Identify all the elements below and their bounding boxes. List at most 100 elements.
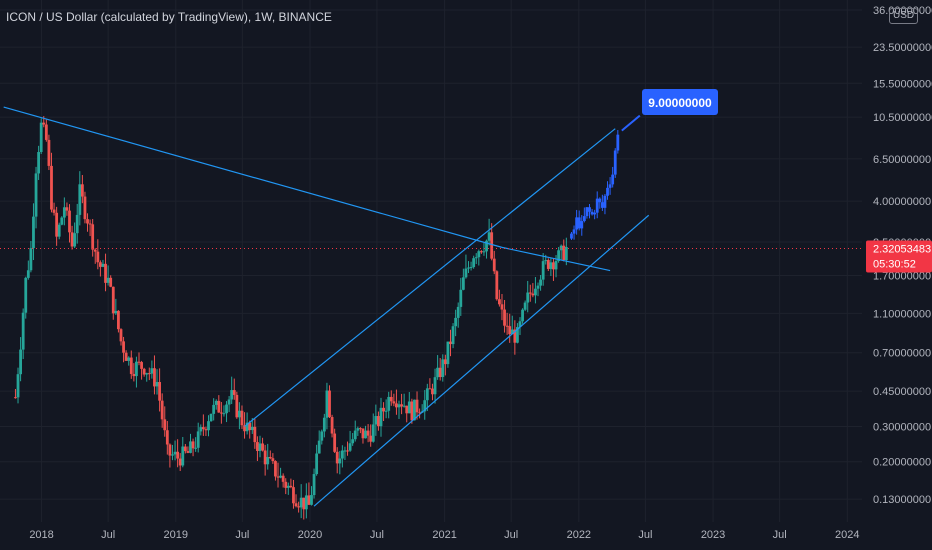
candle-body (328, 390, 331, 418)
candle (423, 390, 427, 420)
candle (297, 501, 301, 513)
candle (456, 302, 460, 328)
candle-body (590, 211, 594, 215)
candle-body (117, 310, 120, 330)
y-tick-label: 0.70000000 (873, 348, 931, 360)
candle (333, 428, 337, 453)
candle (477, 249, 481, 266)
y-axis[interactable]: 36.0000000023.5000000015.5000000010.5000… (862, 0, 932, 550)
candle (191, 438, 195, 457)
candle (132, 363, 136, 382)
x-tick-label: Jul (370, 529, 384, 541)
trendlines[interactable] (3, 106, 650, 507)
candle (402, 393, 406, 408)
candle (526, 280, 530, 313)
candle-body (315, 453, 319, 475)
candle (366, 424, 370, 443)
candle-body (39, 122, 43, 153)
candle-body (508, 326, 512, 335)
candle-body (271, 458, 275, 462)
candle (171, 444, 174, 461)
candle-body (158, 382, 162, 401)
candle (235, 391, 239, 419)
candle (80, 175, 84, 204)
candle-body (598, 198, 602, 203)
candle (142, 367, 146, 377)
trendline (501, 246, 611, 272)
x-tick-label: Jul (773, 529, 787, 541)
candle-body (317, 440, 321, 454)
candle-body (487, 232, 491, 241)
candle-body (521, 309, 524, 322)
projection-candle (611, 166, 615, 188)
candle (222, 405, 226, 417)
candle-body (135, 361, 138, 377)
candle (459, 277, 463, 316)
x-axis[interactable]: 2018 Jul 2019 Jul 2020 Jul 2021 Jul 2022 Jul 2023 J… (0, 522, 862, 550)
candle (52, 202, 56, 216)
candle-body (106, 277, 110, 283)
candle (451, 323, 455, 349)
candle (111, 286, 115, 320)
candle (464, 254, 468, 279)
y-tick-label: 0.13000000 (873, 494, 931, 506)
price-annotation[interactable]: 9.00000000 (621, 89, 718, 132)
candle-body (582, 216, 586, 222)
projection-candle (600, 194, 604, 211)
currency-badge[interactable]: USD (889, 8, 919, 24)
candle (189, 433, 192, 454)
candle (374, 404, 378, 436)
candle-body (171, 454, 174, 456)
candle-body (60, 217, 64, 225)
candle-body (114, 310, 118, 314)
candle (83, 191, 87, 224)
candle-body (225, 404, 228, 414)
candle-body (42, 122, 46, 125)
candle-body (479, 251, 483, 253)
candle (508, 313, 512, 343)
candle-body (366, 430, 370, 436)
candle-body (186, 451, 190, 453)
candle-body (358, 428, 362, 430)
projection-candle (580, 215, 584, 236)
candle-body (585, 207, 589, 217)
candle (281, 473, 285, 488)
candle-body (382, 407, 385, 412)
candle-body (142, 368, 146, 375)
y-tick-label: 4.00000000 (873, 196, 931, 208)
candle-body (402, 405, 406, 407)
candle (443, 354, 447, 376)
candle (279, 467, 282, 479)
candle (225, 401, 228, 423)
candle (289, 478, 293, 489)
candle-body (50, 165, 53, 210)
candle-body (34, 173, 38, 217)
candle (549, 258, 553, 277)
candle-body (119, 329, 123, 342)
candle (253, 418, 257, 449)
candle (410, 398, 414, 424)
candle-body (55, 212, 59, 237)
candle (258, 435, 262, 458)
candle-body (338, 458, 342, 464)
candle-body (253, 426, 257, 443)
candle (88, 219, 92, 237)
candle-body (580, 221, 584, 229)
candle-body (16, 374, 20, 398)
projection-candles (570, 130, 620, 240)
candle-body (449, 341, 452, 345)
candle (328, 385, 331, 418)
projection-candle (606, 181, 609, 200)
candle (304, 483, 308, 519)
candle (353, 420, 357, 442)
candle (351, 433, 355, 446)
candle-body (256, 442, 259, 451)
candle-body (145, 373, 149, 375)
candle (158, 368, 162, 412)
candle-body (418, 412, 421, 414)
x-tick-label: 2021 (432, 529, 456, 541)
candle (39, 118, 43, 155)
y-axis-background (862, 0, 932, 550)
